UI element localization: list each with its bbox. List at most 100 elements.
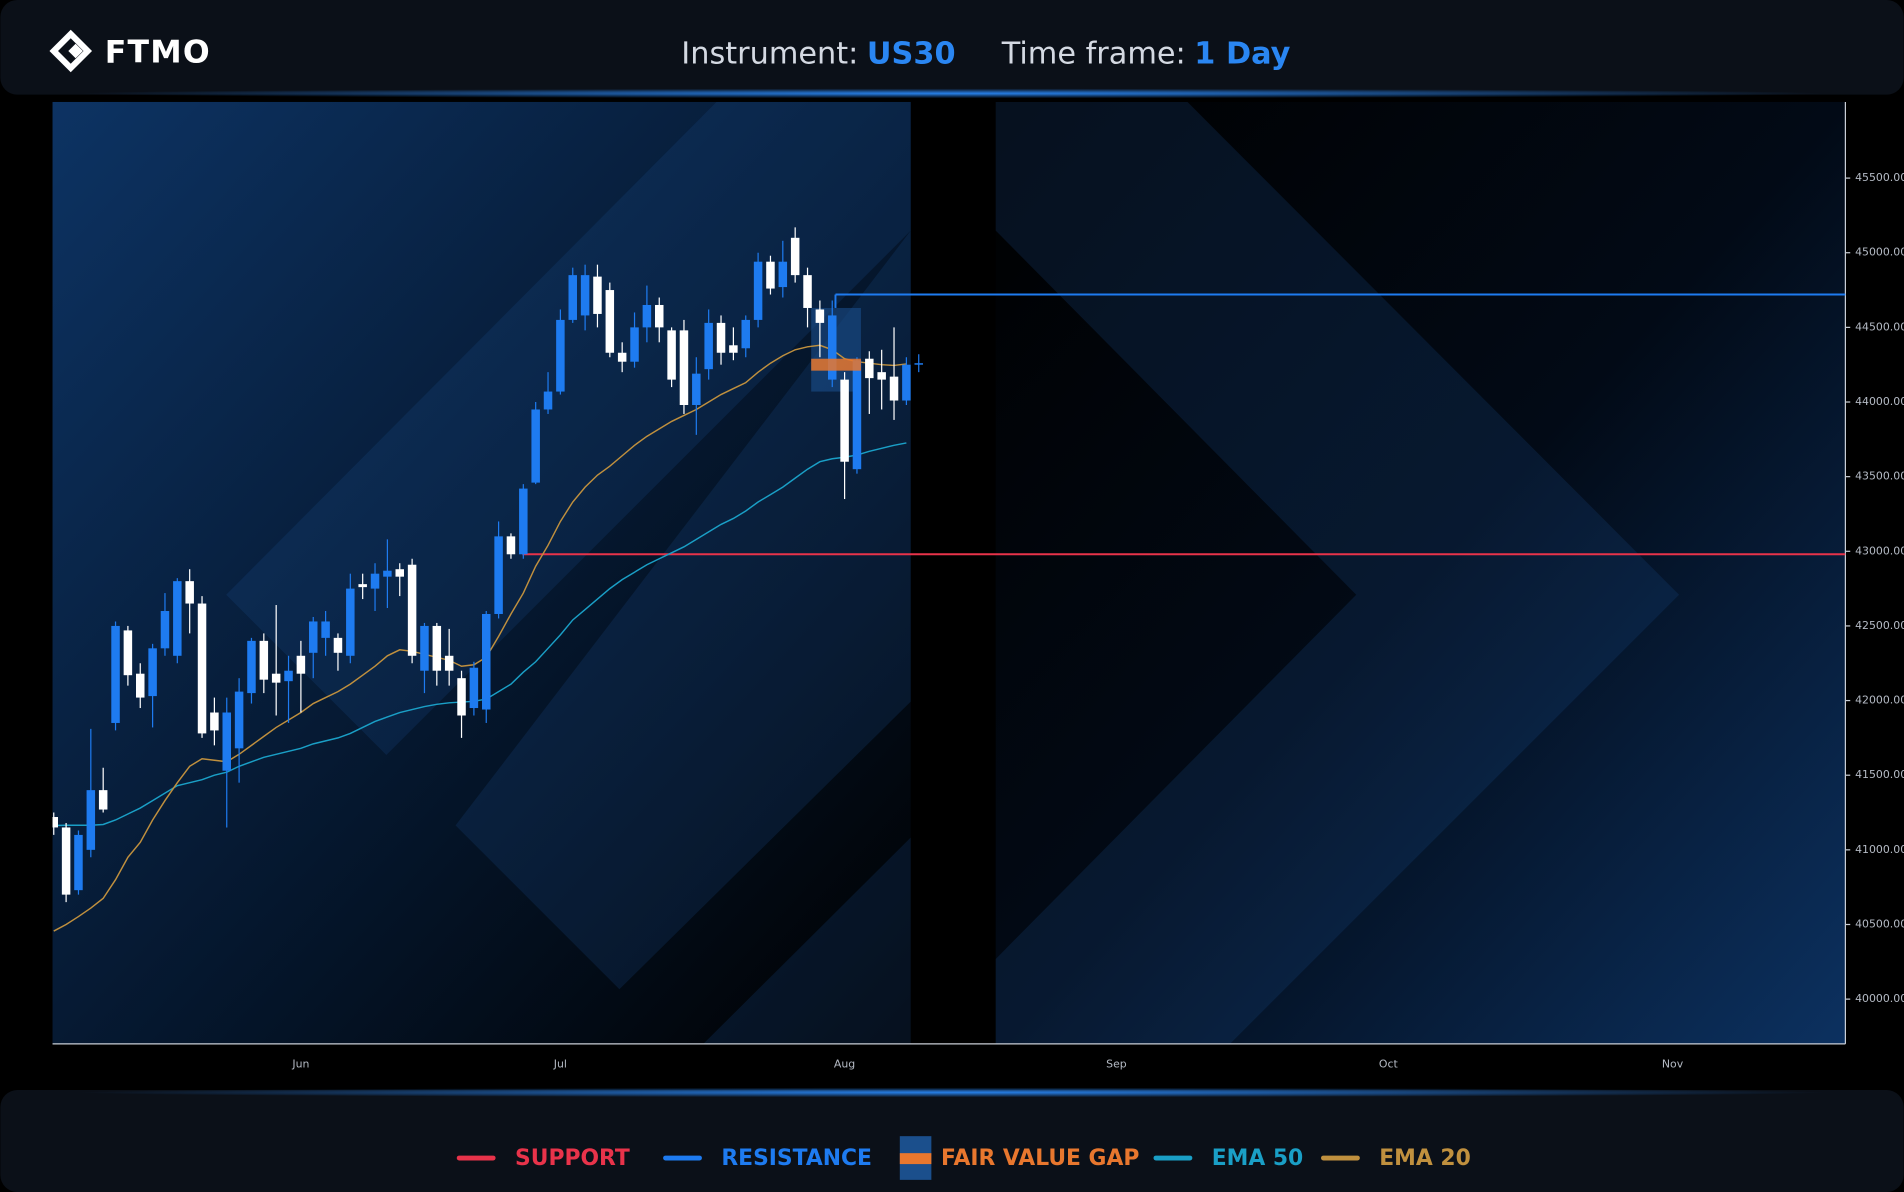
legend-swatch (456, 1155, 496, 1161)
watermark (226, 101, 1680, 1044)
y-tick-label: 43000.00 (1855, 544, 1904, 557)
legend-swatch (1321, 1155, 1360, 1161)
candle-body (52, 817, 58, 828)
plot-bg-left (52, 101, 911, 1044)
candle-body (753, 261, 763, 320)
candle-body (395, 569, 404, 577)
timeframe-value: 1 Day (1194, 36, 1290, 71)
x-tick-label: Jul (553, 1058, 567, 1071)
candle-body (86, 790, 96, 850)
candle-body (803, 275, 812, 308)
candle-body (778, 261, 788, 288)
candle-body (271, 673, 281, 683)
candle-body (358, 584, 367, 588)
x-tick-label: Aug (834, 1058, 855, 1071)
timeframe: Time frame: 1 Day (1001, 36, 1291, 71)
candle-body (222, 712, 231, 771)
candle-body (815, 309, 825, 323)
candle-body (889, 376, 899, 401)
candle-body (333, 637, 343, 653)
candle-body (259, 640, 269, 680)
candle-body (679, 330, 689, 405)
y-tick-label: 41000.00 (1855, 843, 1904, 856)
logo-text: FTMO (105, 34, 211, 70)
candle-body (61, 827, 71, 895)
candle-body (457, 678, 466, 716)
candle-body (531, 409, 540, 483)
candle-body (123, 630, 133, 676)
legend-label: EMA 50 (1212, 1146, 1304, 1171)
candle-body (247, 640, 256, 694)
candle-body (568, 275, 577, 320)
candle-body (654, 304, 664, 328)
x-tick-label: Oct (1379, 1058, 1399, 1071)
watermark-shape (226, 101, 911, 756)
footer-glow (78, 1087, 1826, 1098)
candle-body (865, 358, 874, 379)
candle-body (692, 373, 701, 405)
header-glow (78, 88, 1826, 99)
candle-body (593, 276, 602, 314)
candle-body (827, 315, 837, 380)
candle-body (370, 573, 380, 589)
candle-body (630, 327, 639, 362)
fvg-gap (811, 358, 861, 371)
candle-body (580, 275, 590, 316)
legend-swatch (663, 1155, 702, 1161)
candle-body (506, 536, 516, 555)
watermark-shape (995, 101, 1680, 1044)
instrument: Instrument: US30 (681, 36, 955, 71)
y-tick-label: 40500.00 (1855, 917, 1904, 930)
logo-icon (49, 29, 93, 73)
plot-background (52, 101, 1846, 1044)
y-tick-label: 45000.00 (1855, 246, 1904, 259)
instrument-label: Instrument: (681, 36, 858, 71)
candle-body (321, 621, 330, 638)
candle-body (136, 673, 145, 698)
candle-body (741, 319, 750, 349)
y-tick-label: 40000.00 (1855, 992, 1904, 1005)
legend-swatch (899, 1153, 932, 1165)
candle-body (197, 603, 207, 734)
candle-body (729, 345, 738, 353)
candle-body (852, 360, 862, 470)
ema-line (53, 344, 907, 932)
plot-bg-right (995, 101, 1846, 1044)
legend-label: EMA 20 (1379, 1146, 1471, 1171)
header-bar (0, 0, 1904, 95)
watermark-shape (455, 230, 911, 990)
candle-body (148, 648, 157, 697)
plot (52, 227, 1846, 932)
candle-body (308, 621, 318, 653)
y-tick-label: 45500.00 (1855, 171, 1904, 184)
y-tick-label: 44500.00 (1855, 320, 1904, 333)
candle-body (74, 834, 83, 891)
candle-body (284, 670, 293, 682)
ema-line (53, 442, 907, 827)
x-tick-label: Jun (291, 1058, 309, 1071)
candle-body (407, 564, 417, 656)
instrument-value: US30 (867, 36, 956, 71)
candle-body (173, 581, 182, 656)
candle-body (877, 372, 886, 380)
legend-label: FAIR VALUE GAP (941, 1146, 1139, 1171)
candle-body (160, 611, 170, 649)
x-tick-label: Nov (1662, 1058, 1684, 1071)
candle-body (210, 712, 219, 731)
candle-body (704, 322, 713, 370)
legend-label: SUPPORT (515, 1146, 630, 1171)
candle-body (790, 237, 800, 276)
y-tick-label: 41500.00 (1855, 768, 1904, 781)
candle-body (432, 625, 442, 671)
candle-body (111, 625, 120, 723)
candle-body (914, 363, 923, 365)
candle-body (617, 352, 627, 362)
legend-label: RESISTANCE (721, 1146, 872, 1171)
candle-body (543, 391, 553, 410)
candle-body (556, 319, 565, 392)
candle-body (469, 667, 479, 709)
candle-body (481, 613, 491, 710)
legend-swatch (1153, 1155, 1193, 1161)
